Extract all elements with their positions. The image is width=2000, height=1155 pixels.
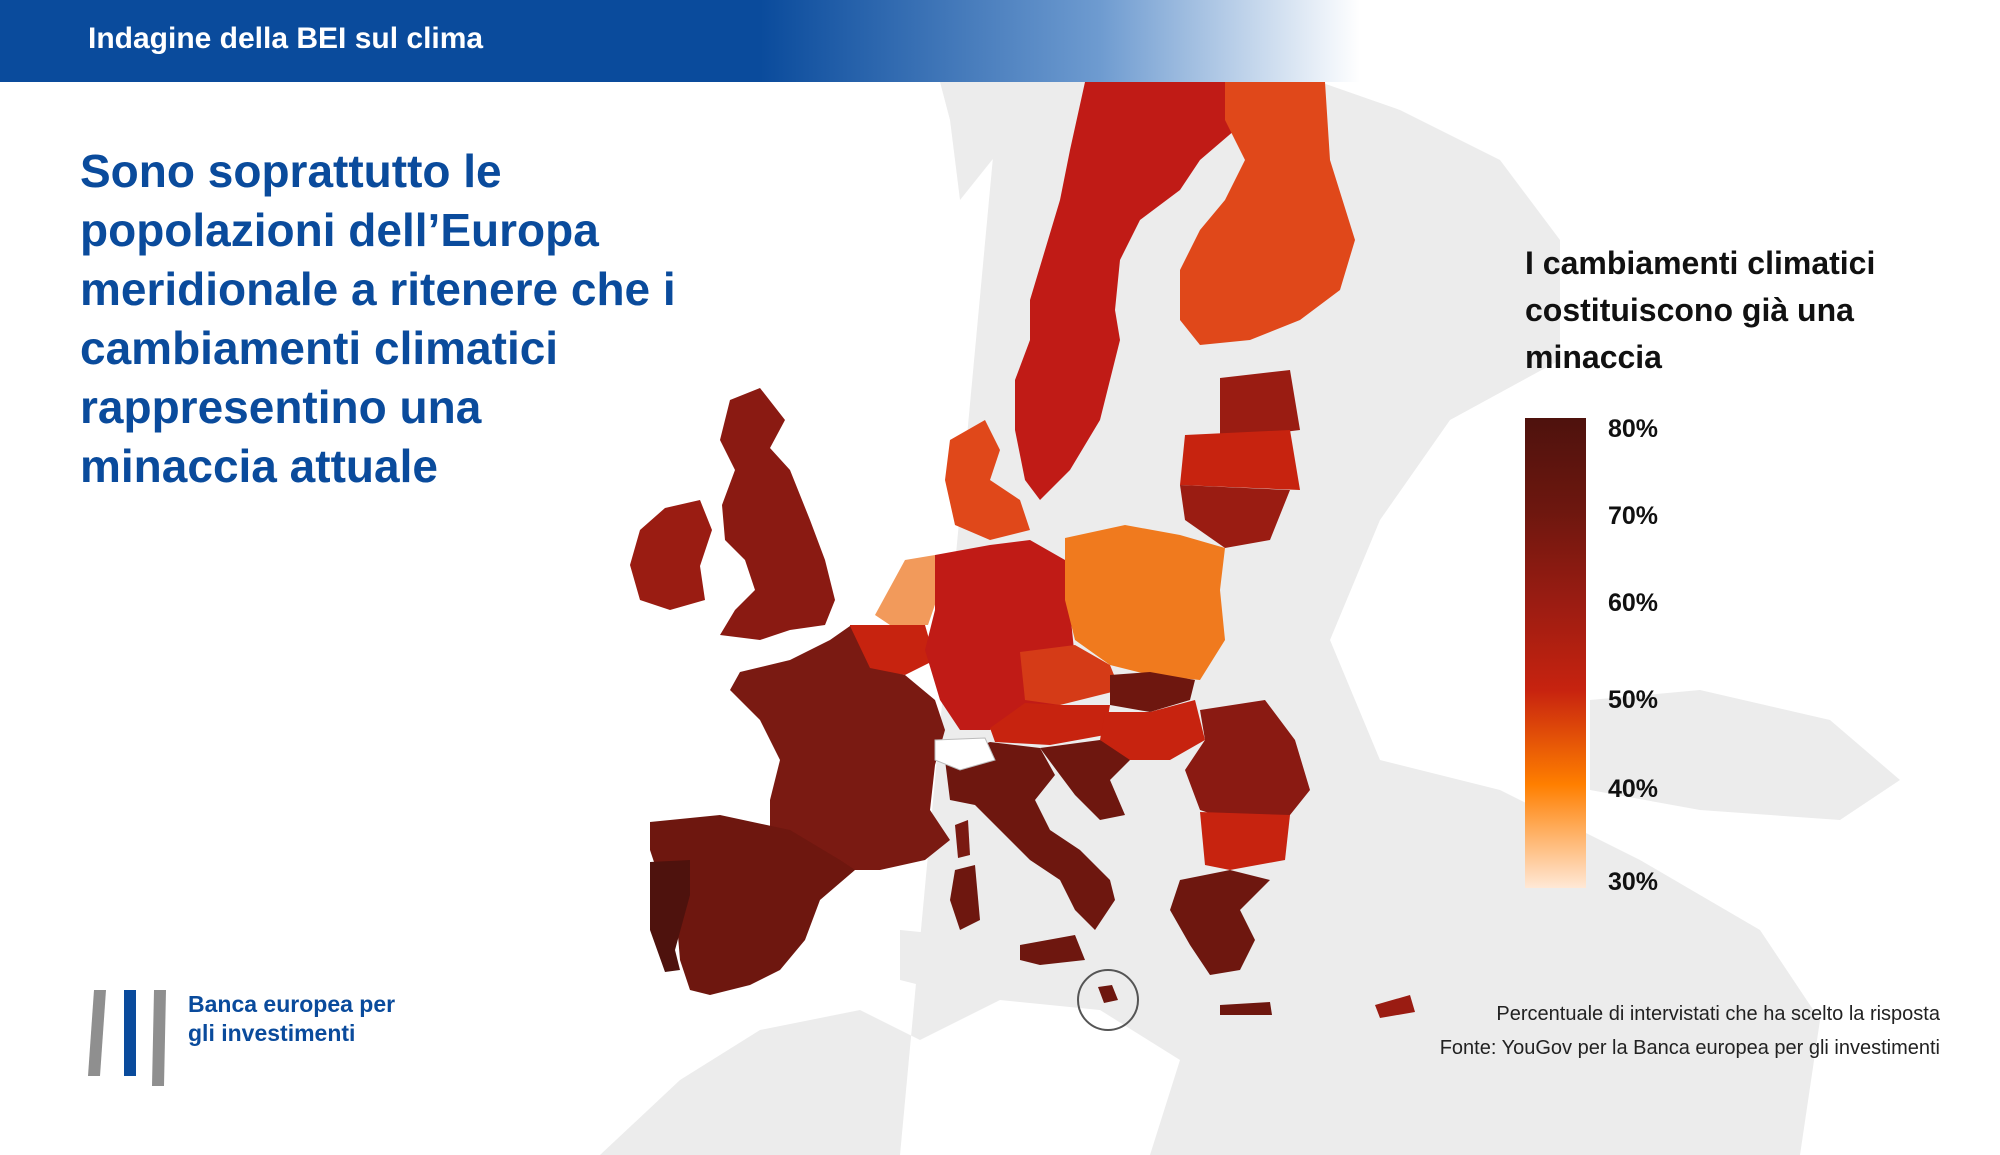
region-cyprus — [1375, 995, 1415, 1018]
region-denmark — [945, 420, 1030, 540]
region-corsica — [955, 820, 970, 858]
region-estonia — [1220, 370, 1300, 440]
eib-logo-text: Banca europea per gli investimenti — [188, 991, 396, 1046]
legend-tick-80: 80% — [1608, 415, 1659, 443]
legend-tick-30: 30% — [1608, 868, 1659, 896]
region-finland — [1180, 82, 1355, 345]
malta-highlight-circle — [1077, 969, 1139, 1031]
region-spain — [650, 815, 855, 995]
region-poland — [1065, 525, 1225, 680]
region-sicily — [1020, 935, 1085, 965]
footnote-source: Fonte: YouGov per la Banca europea per g… — [1439, 1037, 1940, 1059]
region-france — [730, 626, 950, 870]
legend-tick-50: 50% — [1608, 686, 1659, 714]
legend-title: I cambiamenti climatici costituiscono gi… — [1525, 245, 1876, 375]
region-portugal — [650, 860, 690, 972]
region-bulgaria — [1200, 812, 1290, 870]
region-ireland — [630, 500, 712, 610]
legend-color-scale — [1525, 418, 1586, 888]
region-malta — [1098, 985, 1118, 1003]
legend-tick-70: 70% — [1608, 502, 1659, 530]
region-slovakia — [1110, 672, 1195, 712]
region-sardinia — [950, 865, 980, 930]
region-switzerland — [934, 737, 996, 771]
header-title: Indagine della BEI sul clima — [88, 22, 484, 55]
region-italy — [945, 742, 1115, 930]
region-united-kingdom — [720, 388, 835, 640]
header-bar: Indagine della BEI sul clima — [0, 0, 2000, 82]
region-croatia — [1040, 740, 1130, 820]
footnote-method: Percentuale di intervistati che ha scelt… — [1496, 1003, 1940, 1025]
region-greece — [1170, 870, 1270, 975]
region-czechia — [1020, 645, 1120, 705]
region-lithuania — [1180, 485, 1290, 548]
region-netherlands — [875, 555, 940, 625]
legend-tick-40: 40% — [1608, 775, 1659, 803]
europe-map — [600, 82, 1900, 1155]
legend-tick-60: 60% — [1608, 589, 1659, 617]
eib-logo — [88, 990, 166, 1086]
region-austria — [990, 703, 1110, 745]
region-sweden — [1015, 82, 1235, 500]
region-latvia — [1180, 430, 1300, 490]
region-hungary — [1100, 700, 1205, 760]
region-crete — [1220, 1002, 1272, 1015]
headline: Sono soprattutto le popolazioni dell’Eur… — [80, 145, 676, 492]
region-romania — [1185, 700, 1310, 820]
region-belgium — [850, 625, 935, 675]
